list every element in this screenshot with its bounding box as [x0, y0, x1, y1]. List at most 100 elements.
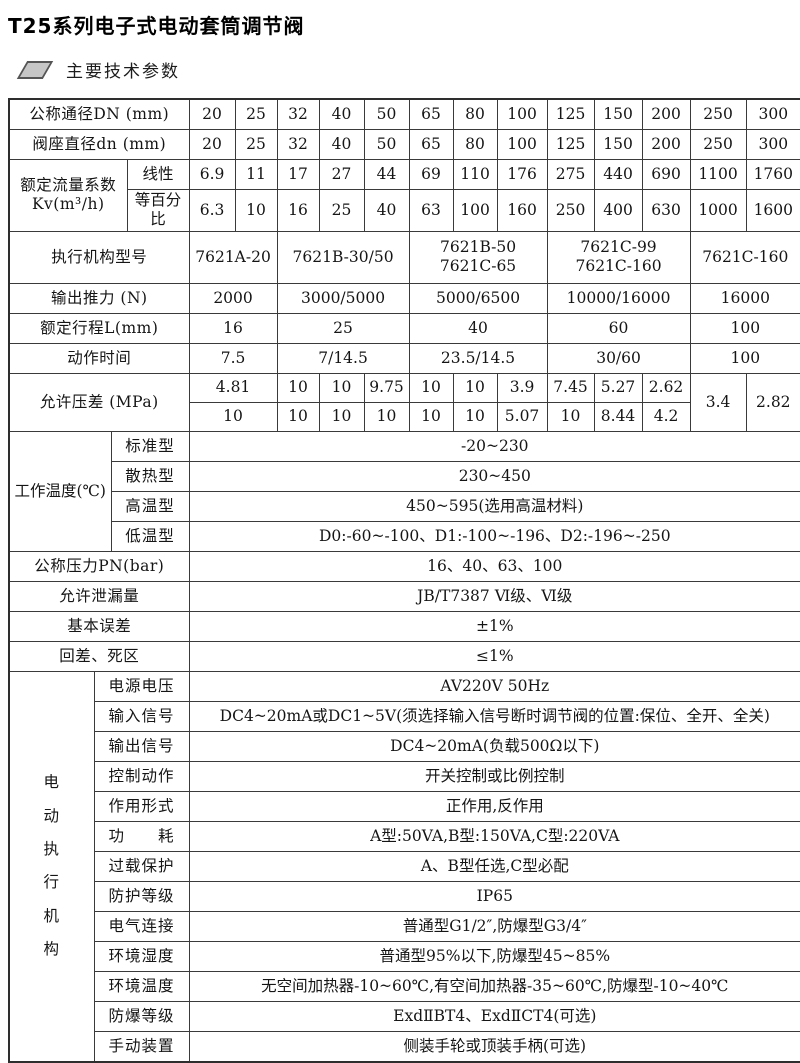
sub-label-temp-type: 标准型	[110, 430, 190, 462]
sub-label-actuator-row: 过载保护	[93, 850, 190, 882]
sub-label-actuator-row: 环境湿度	[93, 940, 190, 972]
sub-label-actuator-row: 作用形式	[93, 790, 190, 822]
table-cell: 7.5	[188, 342, 278, 374]
table-cell: 440	[593, 159, 643, 190]
page-title: T25系列电子式电动套筒调节阀	[8, 14, 305, 38]
table-cell: 10	[452, 372, 498, 403]
row-actuator-power-voltage: 电动执行机构 电源电压 AV220V 50Hz	[8, 670, 800, 1063]
row-actuator-overload-protection: 过载保护 A、B型任选,C型必配	[9, 850, 800, 882]
sub-label-actuator-row: 控制动作	[93, 760, 190, 792]
row-output-thrust: 输出推力 (N) 2000 3000/5000 5000/6500 10000/…	[8, 282, 800, 314]
table-cell: 6.9	[188, 159, 236, 190]
electric-actuator-vertical-label: 电动执行机构	[43, 773, 60, 958]
row-label-basic-error: 基本误差	[8, 610, 190, 642]
table-cell: ±1%	[188, 610, 800, 642]
table-cell: 20	[188, 129, 236, 160]
table-cell: AV220V 50Hz	[188, 670, 800, 702]
row-nominal-diameter: 公称通径DN (mm) 20 25 32 40 50 65 80 100 125…	[8, 98, 800, 130]
row-label-seat-diameter: 阀座直径dn (mm)	[8, 129, 190, 160]
table-cell: 10	[318, 401, 365, 432]
row-actuator-protection-class: 防护等级 IP65	[9, 880, 800, 912]
table-cell: 40	[363, 189, 410, 232]
table-cell: 4.81	[188, 372, 278, 403]
row-actuator-model: 执行机构型号 7621A-20 7621B-30/50 7621B-50 762…	[8, 230, 800, 284]
table-cell: 7621B-50 7621C-65	[408, 230, 548, 284]
table-cell: 40	[318, 98, 365, 130]
row-pressure-diff-2: 10 10 10 10 10 10 5.07 10 8.44 4.2	[9, 401, 800, 432]
table-cell: 3.9	[496, 372, 548, 403]
table-cell: 80	[452, 129, 498, 160]
table-cell: 无空间加热器-10~60℃,有空间加热器-35~60℃,防爆型-10~40℃	[188, 970, 800, 1002]
table-cell: 23.5/14.5	[408, 342, 548, 374]
row-rated-stroke: 额定行程L(mm) 16 25 40 60 100	[8, 312, 800, 344]
table-cell: 5.27	[593, 372, 643, 403]
row-actuator-manual-device: 手动装置 侧装手轮或顶装手柄(可选)	[9, 1030, 800, 1063]
table-cell: 2.82	[745, 372, 800, 432]
row-actuator-power-consumption: 功 耗 A型:50VA,B型:150VA,C型:220VA	[9, 820, 800, 852]
table-cell: 5.07	[496, 401, 548, 432]
table-cell: 400	[593, 189, 643, 232]
table-cell: 44	[363, 159, 410, 190]
row-working-temp-high: 高温型 450~595(选用高温材料)	[9, 490, 800, 522]
sub-label-actuator-row: 防爆等级	[93, 1000, 190, 1032]
table-cell: 176	[496, 159, 548, 190]
row-actuator-output-signal: 输出信号 DC4~20mA(负载500Ω以下)	[9, 730, 800, 762]
table-cell: 150	[593, 98, 643, 130]
table-cell: 4.2	[641, 401, 691, 432]
table-cell: 1760	[745, 159, 800, 190]
row-label-output-thrust: 输出推力 (N)	[8, 282, 190, 314]
table-cell: 30/60	[546, 342, 691, 374]
table-cell: 100	[689, 312, 800, 344]
row-label-working-temperature: 工作温度(℃)	[8, 430, 112, 552]
table-cell: 16	[188, 312, 278, 344]
row-label-flow-coefficient: 额定流量系数Kv(m³/h)	[8, 159, 128, 232]
row-label-pressure-diff: 允许压差 (MPa)	[8, 372, 190, 432]
table-cell: 250	[546, 189, 595, 232]
sub-label-temp-type: 散热型	[110, 460, 190, 492]
row-actuator-ambient-temperature: 环境温度 无空间加热器-10~60℃,有空间加热器-35~60℃,防爆型-10~…	[9, 970, 800, 1002]
sub-label-actuator-row: 电气连接	[93, 910, 190, 942]
table-cell: 32	[276, 129, 320, 160]
table-cell: D0:-60~-100、D1:-100~-196、D2:-196~-250	[188, 520, 800, 552]
table-cell: 25	[276, 312, 410, 344]
sub-label-temp-type: 低温型	[110, 520, 190, 552]
table-cell: 10	[546, 401, 595, 432]
table-cell: 7.45	[546, 372, 595, 403]
table-cell: 7621A-20	[188, 230, 278, 284]
section-heading-label: 主要技术参数	[66, 62, 180, 82]
row-allowable-leakage: 允许泄漏量 JB/T7387 Ⅵ级、Ⅵ级	[8, 580, 800, 612]
table-cell: 10	[363, 401, 410, 432]
row-working-temp-heatsink: 散热型 230~450	[9, 460, 800, 492]
table-cell: 275	[546, 159, 595, 190]
row-label-allowable-leakage: 允许泄漏量	[8, 580, 190, 612]
table-cell: 100	[689, 342, 800, 374]
table-cell: 25	[318, 189, 365, 232]
table-cell: 10	[452, 401, 498, 432]
table-cell: 150	[593, 129, 643, 160]
table-cell: 3.4	[689, 372, 747, 432]
table-cell: 2.62	[641, 372, 691, 403]
table-cell: 25	[234, 129, 278, 160]
table-cell: 110	[452, 159, 498, 190]
sub-label-actuator-row: 防护等级	[93, 880, 190, 912]
table-cell: -20~230	[188, 430, 800, 462]
table-cell: 200	[641, 129, 691, 160]
table-cell: IP65	[188, 880, 800, 912]
row-label-electric-actuator: 电动执行机构	[8, 670, 95, 1063]
table-cell: 普通型G1/2″,防爆型G3/4″	[188, 910, 800, 942]
table-cell: 100	[496, 129, 548, 160]
row-seat-diameter: 阀座直径dn (mm) 20 25 32 40 50 65 80 100 125…	[8, 129, 800, 160]
parallelogram-icon	[16, 60, 54, 79]
sub-label-actuator-row: 输入信号	[93, 700, 190, 732]
row-actuator-action-form: 作用形式 正作用,反作用	[9, 790, 800, 822]
section-heading: 主要技术参数	[14, 57, 792, 82]
row-hysteresis-deadband: 回差、死区 ≤1%	[8, 640, 800, 672]
table-cell: 17	[276, 159, 320, 190]
row-actuator-control-action: 控制动作 开关控制或比例控制	[9, 760, 800, 792]
table-cell: 69	[408, 159, 454, 190]
table-cell: 10	[188, 401, 278, 432]
table-cell: 1100	[689, 159, 747, 190]
table-cell: 7/14.5	[276, 342, 410, 374]
table-cell: 10000/16000	[546, 282, 691, 314]
table-cell: 7621B-30/50	[276, 230, 410, 284]
